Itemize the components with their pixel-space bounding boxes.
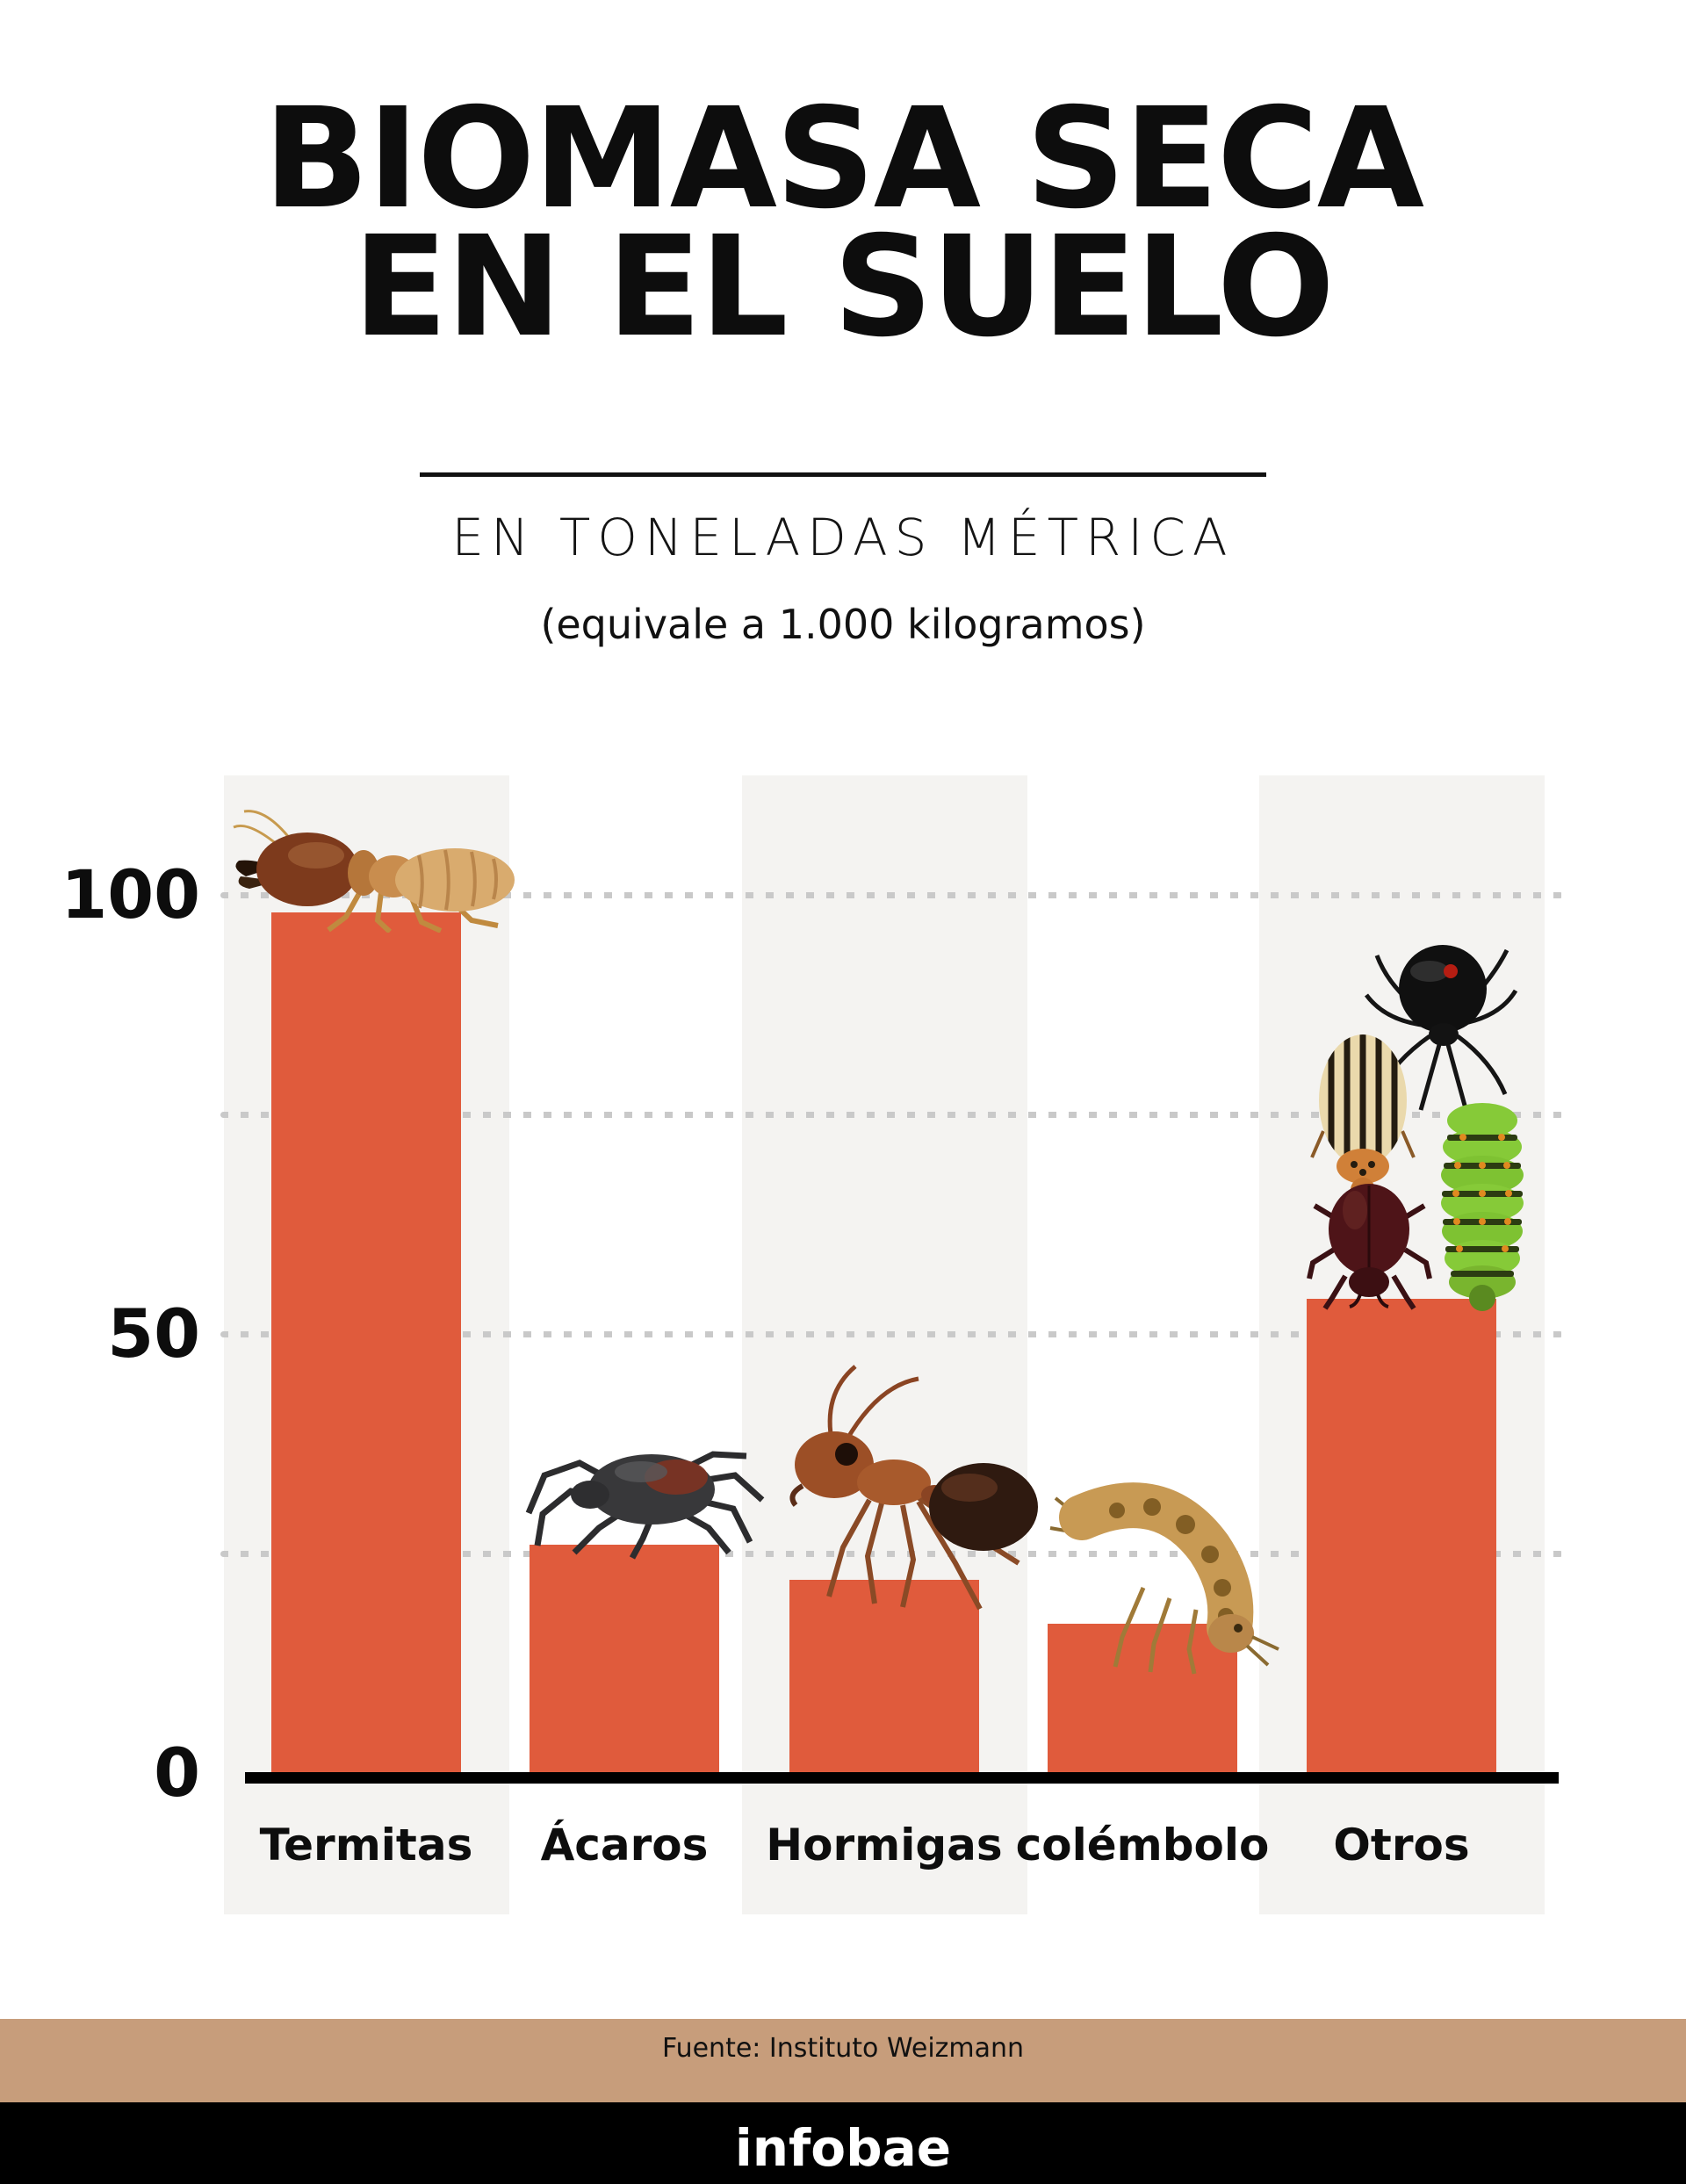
title-divider (420, 472, 1266, 477)
bar-Ácaros (530, 1545, 719, 1773)
spider-image (1364, 945, 1518, 1113)
gridline-50 (220, 1331, 1563, 1337)
ant-image (789, 1365, 1038, 1611)
striped-beetle-image (1310, 1034, 1416, 1202)
page-title-line2: EN EL SUELO (352, 206, 1335, 368)
x-axis-line (245, 1772, 1559, 1784)
bar-Hormigas (789, 1580, 979, 1773)
x-label-Termitas: Termitas (259, 1820, 473, 1870)
bar-Otros (1307, 1299, 1496, 1773)
x-label-Otros: Otros (1333, 1820, 1470, 1870)
page-title-line1: BIOMASA SECA (263, 78, 1424, 240)
x-label-Hormigas: Hormigas (766, 1820, 1003, 1870)
gridline-100 (220, 892, 1563, 898)
mite-image (525, 1451, 765, 1560)
dark-beetle-image (1307, 1184, 1432, 1310)
y-tick-100: 100 (61, 855, 200, 933)
source-band (0, 2019, 1686, 2102)
chart-subtitle: EN TONELADAS MÉTRICA (451, 508, 1235, 567)
springtail-image (1049, 1482, 1279, 1675)
gridline-75 (220, 1112, 1563, 1118)
termite-image (233, 810, 515, 933)
y-tick-0: 0 (154, 1734, 200, 1812)
caterpillar-image (1441, 1103, 1524, 1311)
source-text: Fuente: Instituto Weizmann (661, 2033, 1025, 2064)
infobae-logo: infobae (734, 2118, 952, 2178)
x-label-Ácaros: Ácaros (540, 1820, 709, 1870)
y-tick-50: 50 (107, 1294, 200, 1373)
gridline-25 (220, 1551, 1563, 1557)
x-label-colémbolo: colémbolo (1015, 1820, 1270, 1870)
bar-colémbolo (1048, 1624, 1237, 1773)
bar-Termitas (271, 912, 461, 1773)
unit-note: (equivale a 1.000 kilogramos) (540, 601, 1146, 648)
brand-band (0, 2102, 1686, 2184)
